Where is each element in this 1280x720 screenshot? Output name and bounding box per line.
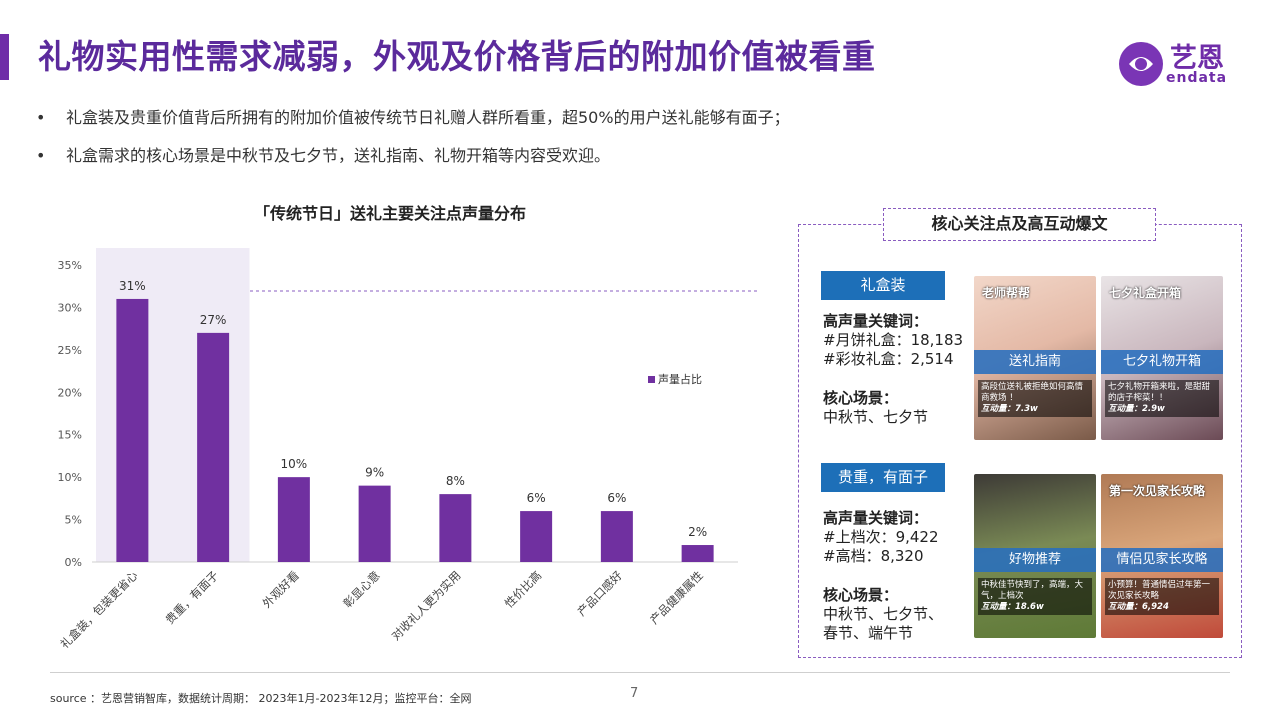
page-title: 礼物实用性需求减弱，外观及价格背后的附加价值被看重 [38,37,876,76]
y-tick-label: 10% [58,471,82,484]
kw-heading: 高声量关键词： [823,312,929,330]
scene-item: 中秋节、七夕节、 [823,605,944,623]
kw-heading: 高声量关键词： [823,509,929,527]
bar-value-label: 9% [365,466,384,480]
post-thumbnail[interactable]: 七夕礼盒开箱 七夕礼物开箱 七夕礼物开箱来啦，是甜甜的店子榨菜！！ 互动量：2.… [1101,276,1223,440]
scene-heading: 核心场景： [823,389,899,407]
post-overlay-text: 老师帮帮 [982,286,1031,300]
keywords-prestige: 高声量关键词： #上档次：9,422 #高档：8,320 [823,509,939,566]
bar [681,545,714,562]
scenes-gift-box: 核心场景： 中秋节、七夕节 [823,389,928,427]
bullet-2: 礼盒需求的核心场景是中秋节及七夕节，送礼指南、礼物开箱等内容受欢迎。 [36,144,790,182]
bar [116,298,149,562]
post-overlay-text: 第一次见家长攻略 [1109,484,1206,498]
bar [520,511,553,562]
legend-label: 声量占比 [658,372,702,386]
bar-value-label: 8% [446,474,465,488]
bar-value-label: 27% [200,313,227,327]
category-label: 产品健康属性 [647,568,706,627]
keyword-item: #彩妆礼盒：2,514 [823,350,954,368]
post-desc-text: 七夕礼物开箱来啦，是甜甜的店子榨菜！！ [1108,382,1211,403]
category-label: 彰显心意 [340,568,382,610]
post-thumbnail[interactable]: 第一次见家长攻略 情侣见家长攻略 小预算！普通情侣过年第一次见家长攻略 互动量：… [1101,474,1223,638]
bar [197,332,230,562]
y-tick-label: 35% [58,259,82,272]
tag-gift-box: 礼盒装 [821,271,945,300]
scene-item: 中秋节、七夕节 [823,408,929,426]
post-caption: 送礼指南 [974,350,1096,374]
keyword-item: #高档：8,320 [823,547,924,565]
scene-item: 春节、端午节 [823,624,914,642]
bar [439,494,472,562]
y-tick-label: 0% [65,556,82,569]
source-note: source ：艺恩营销智库，数据统计周期： 2023年1月-2023年12月；… [50,692,472,705]
post-thumbnail[interactable]: 老师帮帮 送礼指南 高段位送礼被拒绝如何高情商救场 ！ 互动量：7.3w [974,276,1096,440]
category-label: 产品口感好 [574,568,625,619]
tag-prestige: 贵重，有面子 [821,463,945,492]
category-label: 性价比高 [502,568,544,610]
post-desc: 小预算！普通情侣过年第一次见家长攻略 互动量：6,924 [1105,578,1219,615]
bar [277,477,310,562]
footer-divider [50,672,1230,673]
post-desc-text: 中秋佳节快到了，高端，大气，上档次 [981,580,1084,601]
summary-bullets: 礼盒装及贵重价值背后所拥有的附加价值被传统节日礼赠人群所看重，超50%的用户送礼… [36,106,790,182]
y-tick-label: 15% [58,429,82,442]
bar-value-label: 2% [688,525,707,539]
bar-value-label: 31% [119,279,146,293]
y-tick-label: 20% [58,386,82,399]
post-metric: 互动量：7.3w [981,404,1038,414]
title-accent-bar [0,34,9,80]
keywords-gift-box: 高声量关键词： #月饼礼盒：18,183 #彩妆礼盒：2,514 [823,312,963,369]
y-tick-label: 5% [65,514,82,527]
bar-value-label: 10% [281,457,308,471]
post-metric: 互动量：2.9w [1108,404,1165,414]
post-overlay-text: 七夕礼盒开箱 [1109,286,1182,300]
post-desc: 七夕礼物开箱来啦，是甜甜的店子榨菜！！ 互动量：2.9w [1105,380,1219,417]
post-caption: 情侣见家长攻略 [1101,548,1223,572]
y-tick-label: 25% [58,344,82,357]
category-label: 对收礼人更为实用 [389,568,464,643]
endata-logo-icon [1119,42,1163,86]
panel-title: 核心关注点及高互动爆文 [883,208,1156,241]
scenes-prestige: 核心场景： 中秋节、七夕节、 春节、端午节 [823,586,943,643]
logo-en: endata [1166,70,1228,86]
post-metric: 互动量：6,924 [1108,602,1169,612]
bar [358,485,391,562]
keyword-item: #月饼礼盒：18,183 [823,331,964,349]
chart-title: 「传统节日」送礼主要关注点声量分布 [253,204,526,223]
post-caption: 好物推荐 [974,548,1096,572]
post-metric: 互动量：18.6w [981,602,1044,612]
post-caption: 七夕礼物开箱 [1101,350,1223,374]
post-thumbnail[interactable]: 好物推荐 中秋佳节快到了，高端，大气，上档次 互动量：18.6w [974,474,1096,638]
legend-swatch [648,376,655,383]
keyword-item: #上档次：9,422 [823,528,939,546]
category-label: 贵重，有面子 [163,568,222,627]
page-number: 7 [630,686,639,701]
bar-value-label: 6% [527,491,546,505]
post-desc: 高段位送礼被拒绝如何高情商救场 ！ 互动量：7.3w [978,380,1092,417]
category-label: 外观好看 [260,568,302,610]
scene-heading: 核心场景： [823,586,899,604]
category-label: 礼盒装，包装更省心 [57,568,140,651]
y-tick-label: 30% [58,301,82,314]
post-desc: 中秋佳节快到了，高端，大气，上档次 互动量：18.6w [978,578,1092,615]
bar-chart: 0% 5% 10% 15% 20% 25% 30% 35% 31% 礼盒装，包装更省心 27% 贵重，… [57,248,760,651]
post-desc-text: 高段位送礼被拒绝如何高情商救场 ！ [981,382,1084,403]
bar [600,511,633,562]
post-desc-text: 小预算！普通情侣过年第一次见家长攻略 [1108,580,1211,601]
bar-value-label: 6% [607,491,626,505]
bullet-1: 礼盒装及贵重价值背后所拥有的附加价值被传统节日礼赠人群所看重，超50%的用户送礼… [36,106,790,144]
logo-cn: 艺恩 [1170,43,1224,74]
